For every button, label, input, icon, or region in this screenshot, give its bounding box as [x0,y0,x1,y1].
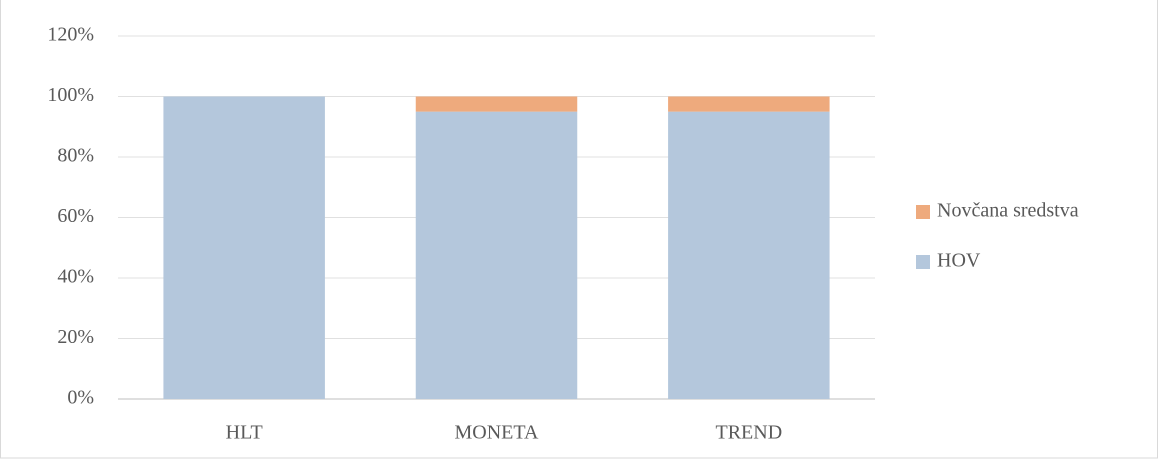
x-tick-label: TREND [715,422,782,444]
bar-segment [668,111,830,399]
bar-segment [668,96,830,112]
y-tick-label: 40% [57,266,94,288]
y-tick-label: 120% [47,24,94,46]
bar-segment [163,96,325,399]
legend-swatch [916,205,930,219]
bar-segment [415,96,578,112]
bar-segment [415,111,578,399]
y-tick-label: 0% [67,387,94,409]
x-tick-label: MONETA [455,422,540,444]
x-tick-label: HLT [226,422,263,444]
legend-swatch [916,255,930,269]
legend-label: Novčana sredstva [937,200,1079,222]
y-tick-label: 80% [57,145,94,167]
legend-label: HOV [937,250,981,272]
y-tick-label: 20% [57,326,94,348]
y-tick-label: 60% [57,205,94,227]
y-tick-label: 100% [47,84,94,106]
